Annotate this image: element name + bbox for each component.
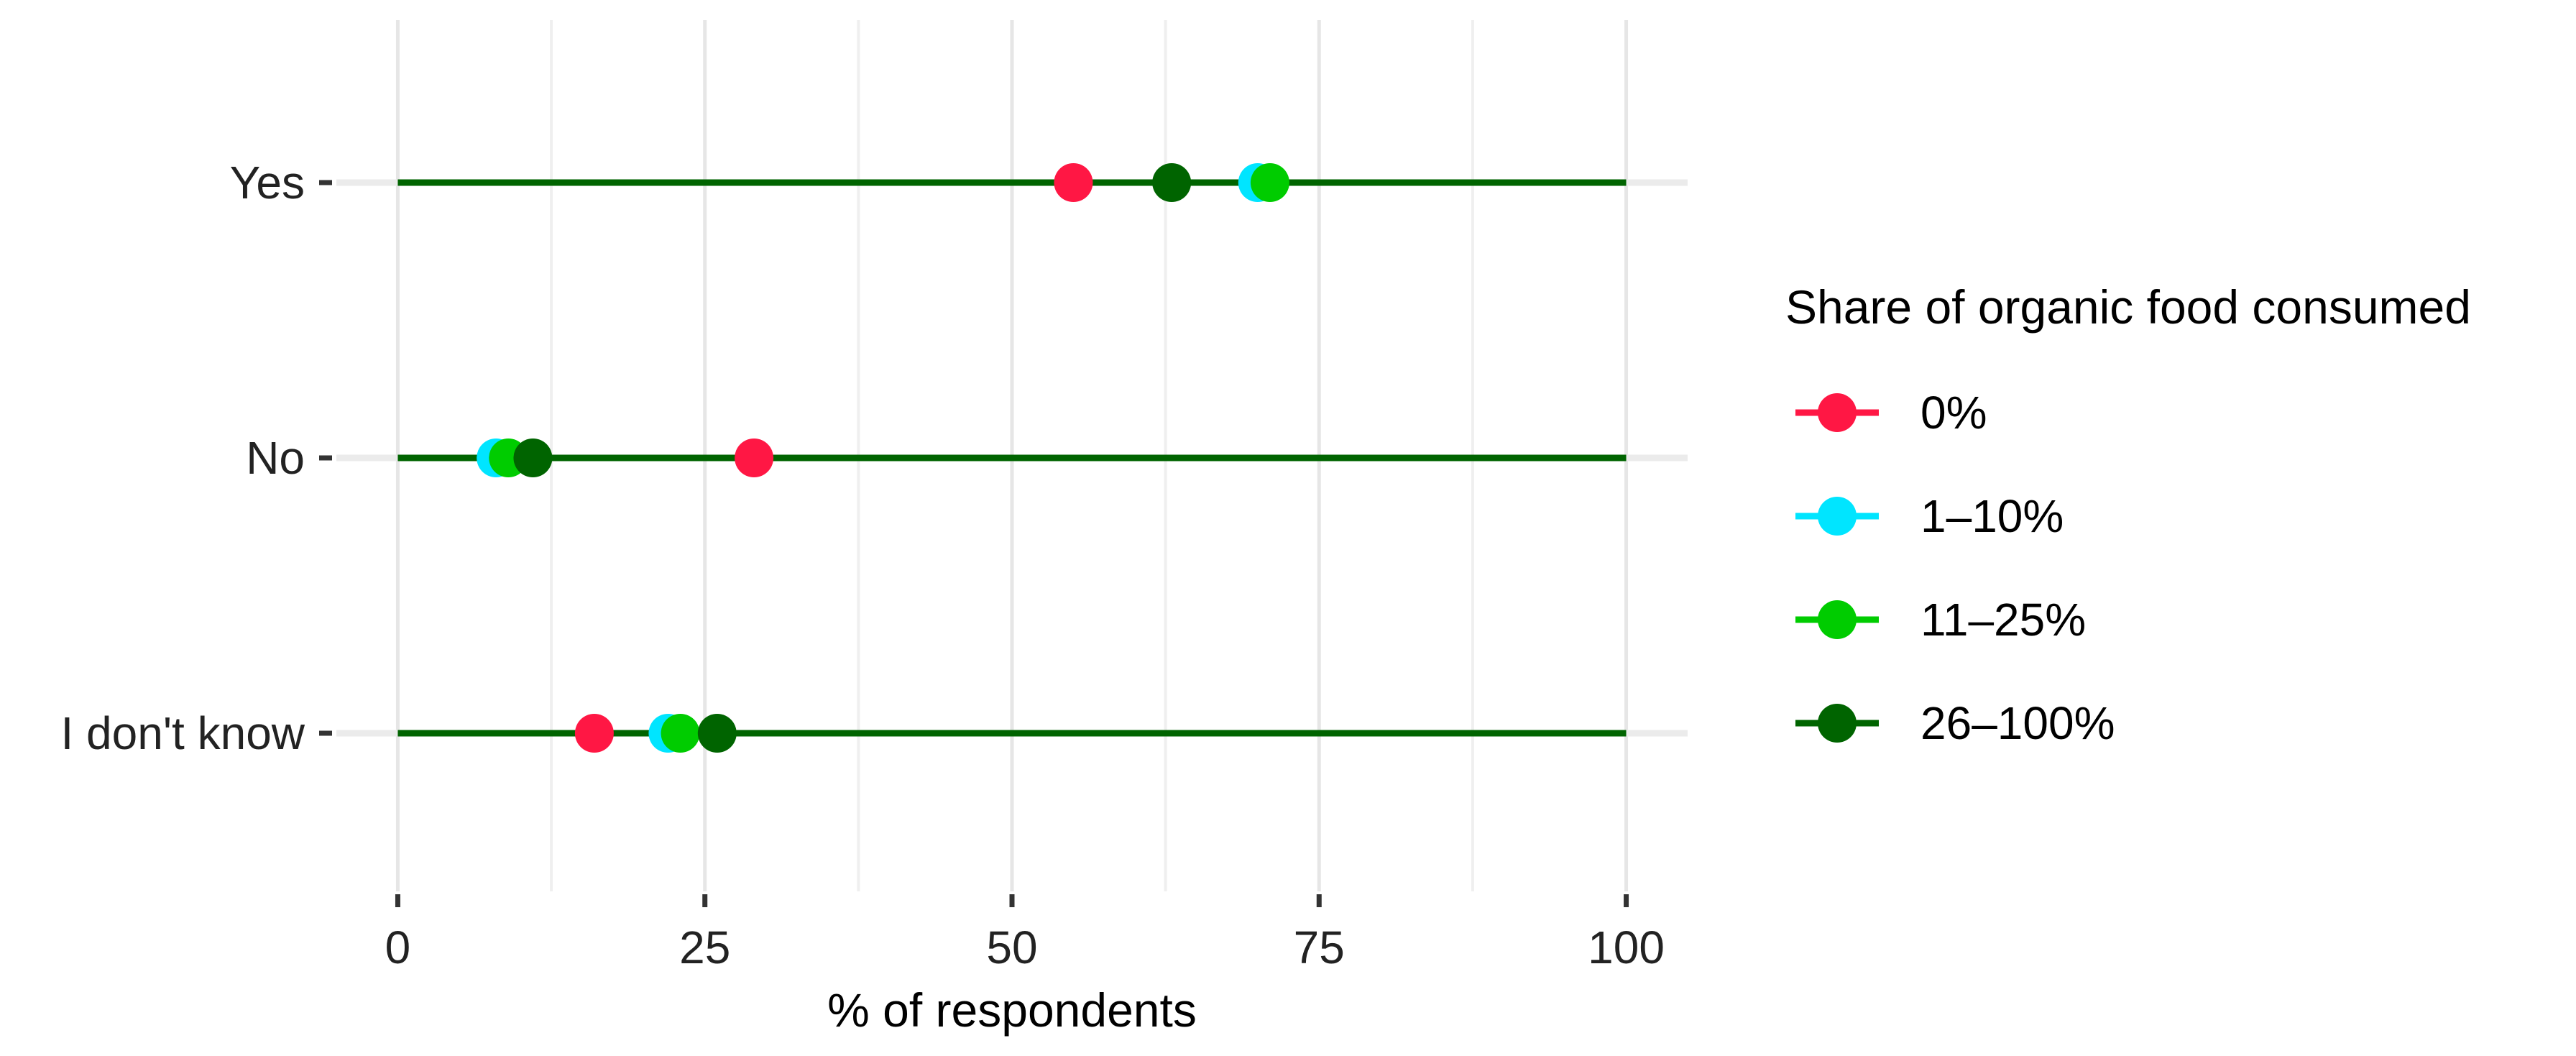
legend-item: 1–10% (1795, 490, 2064, 542)
data-point (574, 714, 614, 753)
legend-title: Share of organic food consumed (1785, 280, 2471, 334)
data-point (735, 439, 774, 477)
y-tick-label: No (246, 432, 305, 484)
x-tick-label: 50 (986, 922, 1037, 973)
legend-item: 26–100% (1795, 697, 2115, 749)
legend-key-dot (1818, 497, 1857, 536)
data-points (477, 163, 1289, 753)
y-tick-label: Yes (230, 157, 305, 208)
legend-label: 0% (1920, 387, 1987, 439)
y-tick-label: I don't know (60, 707, 305, 759)
legend-item: 11–25% (1795, 594, 2086, 646)
data-point (1152, 163, 1192, 202)
x-tick-label: 75 (1294, 922, 1345, 973)
data-point (1054, 163, 1093, 202)
legend-label: 1–10% (1920, 490, 2064, 542)
legend: Share of organic food consumed 0% 1–10% 11… (1785, 280, 2471, 749)
legend-key-dot (1818, 704, 1857, 743)
legend-label: 11–25% (1920, 594, 2086, 646)
legend-item: 0% (1795, 387, 1987, 439)
data-point (661, 714, 700, 753)
x-axis-title: % of respondents (827, 983, 1197, 1037)
data-point (1250, 163, 1289, 202)
legend-key-dot (1818, 393, 1857, 432)
data-point (697, 714, 737, 753)
x-tick-label: 100 (1588, 922, 1665, 973)
legend-label: 26–100% (1920, 697, 2115, 749)
legend-key-dot (1818, 600, 1857, 639)
axes: Yes No I don't know 0 25 50 75 100 (60, 157, 1664, 973)
data-point (513, 439, 553, 477)
x-tick-label: 0 (385, 922, 411, 973)
x-tick-label: 25 (679, 922, 730, 973)
